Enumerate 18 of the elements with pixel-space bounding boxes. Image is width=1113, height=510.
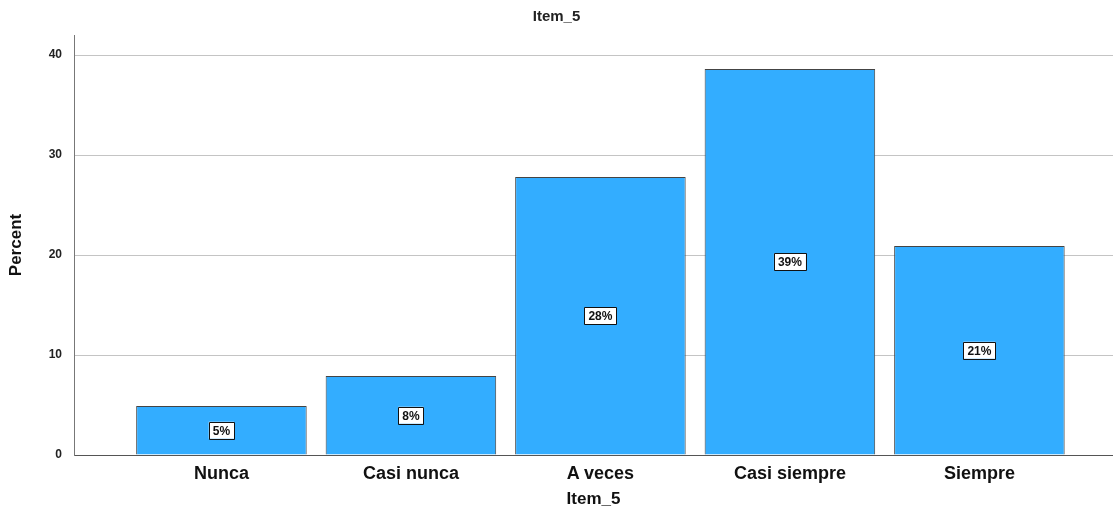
data-label: 8% (402, 408, 420, 423)
y-tick-label: 0 (55, 447, 63, 462)
y-tick-label: 30 (48, 147, 63, 162)
x-axis-title: Item_5 (566, 489, 621, 509)
y-tick-label: 10 (48, 347, 63, 362)
x-tick-label: Casi siempre (733, 462, 846, 483)
data-label: 28% (588, 309, 613, 324)
data-label: 21% (967, 343, 992, 358)
x-tick-label: A veces (566, 462, 635, 483)
x-tick-label: Siempre (943, 462, 1015, 483)
y-tick-label: 20 (48, 247, 63, 262)
data-label: 5% (212, 423, 231, 438)
y-axis-title: Percent (5, 213, 25, 277)
x-tick-label: Nunca (193, 462, 250, 483)
y-tick-label: 40 (48, 47, 63, 62)
chart-title: Item_5 (532, 7, 581, 25)
data-label: 39% (777, 255, 803, 270)
x-tick-label: Casi nunca (362, 462, 460, 483)
